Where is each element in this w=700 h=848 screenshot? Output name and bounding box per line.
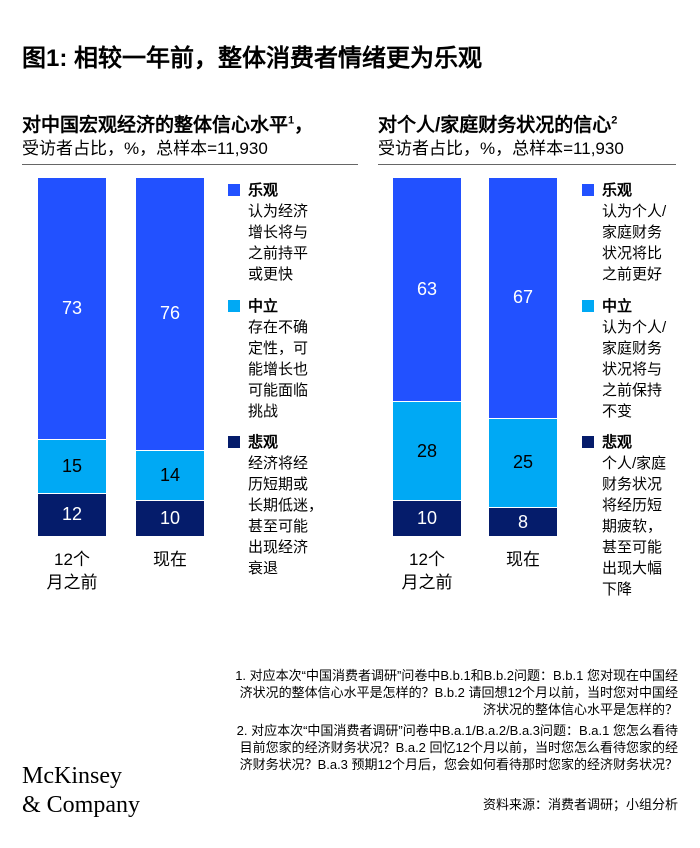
category-label: 12个 月之前 <box>46 550 98 592</box>
legend-description: 认为个人/家庭财务 状况将与 之前保持 不变 <box>602 319 667 420</box>
divider <box>22 164 358 165</box>
chart-title: 对个人/家庭财务状况的信心2 <box>378 110 617 137</box>
legend-label: 中立 <box>602 298 633 315</box>
bar-segment-neutral: 14 <box>136 450 204 501</box>
legend-swatch <box>582 184 594 196</box>
footnote-ref: 2 <box>611 114 618 127</box>
bar-segment-pessimistic: 8 <box>489 508 557 536</box>
legend-item: 悲观经济将经 历短期或 长期低迷， 甚至可能 出现经济 衰退 <box>228 432 324 579</box>
legend-description: 存在不确 定性，可 能增长也 可能面临 挑战 <box>248 319 309 420</box>
bar-segment-neutral: 25 <box>489 418 557 508</box>
figure-title: 图1: 相较一年前，整体消费者情绪更为乐观 <box>22 45 483 72</box>
category-label: 12个 月之前 <box>401 550 453 592</box>
bar-segment-neutral: 15 <box>38 440 106 493</box>
chart-subtitle: 受访者占比，%，总样本=11,930 <box>378 139 624 158</box>
chart-title-text: 对个人/家庭财务状况的信心 <box>378 115 612 136</box>
legend-label: 乐观 <box>602 182 633 199</box>
legend-swatch <box>582 436 594 448</box>
divider <box>378 164 676 165</box>
legend-item: 中立存在不确 定性，可 能增长也 可能面临 挑战 <box>228 296 309 422</box>
bar-segment-optimistic: 73 <box>38 178 106 440</box>
category-label: 现在 <box>153 550 187 569</box>
legend-item: 悲观个人/家庭 财务状况 将经历短 期疲软， 甚至可能 出现大幅 下降 <box>582 432 667 600</box>
legend-label: 悲观 <box>248 434 279 451</box>
legend-description: 认为经济 增长将与 之前持平 或更快 <box>248 203 309 283</box>
chart-title-text: 对中国宏观经济的整体信心水平 <box>22 115 289 136</box>
bar-segment-neutral: 28 <box>393 401 461 501</box>
footnote-1: 1. 对应本次“中国消费者调研”问卷中B.b.1和B.b.2问题：B.b.1 您… <box>235 668 678 717</box>
footnote-ref: 1 <box>288 114 295 127</box>
bar-segment-optimistic: 67 <box>489 178 557 418</box>
bar-segment-pessimistic: 12 <box>38 493 106 536</box>
legend-item: 乐观认为经济 增长将与 之前持平 或更快 <box>228 180 309 285</box>
legend-label: 乐观 <box>248 182 279 199</box>
legend-item: 乐观认为个人/家庭财务 状况将比 之前更好 <box>582 180 667 285</box>
source-note: 资料来源：消费者调研；小组分析 <box>482 797 678 812</box>
legend-swatch <box>582 300 594 312</box>
legend-description: 个人/家庭 财务状况 将经历短 期疲软， 甚至可能 出现大幅 下降 <box>602 455 667 598</box>
chart-title: 对中国宏观经济的整体信心水平1， <box>22 114 314 136</box>
legend-swatch <box>228 300 240 312</box>
bar-segment-optimistic: 76 <box>136 178 204 450</box>
legend-description: 经济将经 历短期或 长期低迷， 甚至可能 出现经济 衰退 <box>248 455 324 577</box>
bar-segment-optimistic: 63 <box>393 178 461 401</box>
category-label: 现在 <box>506 550 540 569</box>
legend-label: 中立 <box>248 298 279 315</box>
legend-swatch <box>228 184 240 196</box>
chart-subtitle: 受访者占比，%，总样本=11,930 <box>22 139 268 158</box>
legend-label: 悲观 <box>602 434 633 451</box>
bar-segment-pessimistic: 10 <box>393 501 461 536</box>
footnote-2: 2. 对应本次“中国消费者调研”问卷中B.a.1/B.a.2/B.a.3问题：B… <box>236 723 678 772</box>
mckinsey-logo: McKinsey & Company <box>22 763 140 818</box>
bar-segment-pessimistic: 10 <box>136 501 204 536</box>
legend-description: 认为个人/家庭财务 状况将比 之前更好 <box>602 203 667 283</box>
legend-item: 中立认为个人/家庭财务 状况将与 之前保持 不变 <box>582 296 667 422</box>
legend-swatch <box>228 436 240 448</box>
